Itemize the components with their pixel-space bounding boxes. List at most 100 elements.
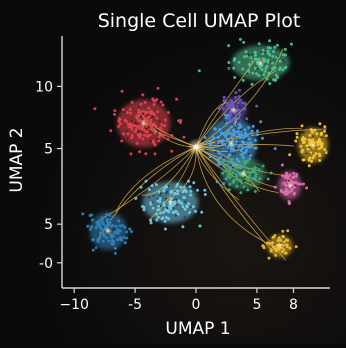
- data-point: [227, 61, 231, 64]
- data-point: [90, 213, 94, 217]
- data-point: [137, 105, 140, 108]
- data-point: [237, 60, 241, 64]
- data-point: [273, 185, 277, 189]
- data-point: [137, 111, 141, 115]
- data-point: [238, 136, 242, 140]
- data-point: [262, 152, 265, 155]
- data-point: [198, 224, 202, 228]
- data-point: [231, 123, 234, 126]
- data-point: [227, 172, 231, 176]
- data-point: [308, 156, 312, 160]
- data-point: [244, 131, 247, 135]
- data-point: [244, 150, 247, 154]
- data-point: [247, 126, 251, 130]
- data-point: [203, 193, 207, 196]
- data-point: [266, 177, 270, 181]
- data-point: [107, 214, 111, 217]
- data-point: [261, 52, 265, 56]
- data-point: [118, 224, 122, 228]
- data-point: [302, 140, 306, 144]
- data-point: [182, 135, 186, 139]
- data-point: [217, 152, 221, 155]
- data-point: [219, 131, 223, 135]
- data-point: [176, 182, 180, 186]
- data-point: [200, 210, 204, 214]
- data-point: [277, 236, 281, 240]
- data-point: [107, 239, 111, 243]
- data-point: [159, 100, 163, 104]
- data-point: [300, 124, 304, 128]
- data-point: [225, 163, 229, 167]
- data-point: [213, 127, 217, 131]
- data-point: [282, 191, 286, 194]
- data-point: [245, 54, 249, 58]
- data-point: [158, 126, 162, 130]
- data-point: [114, 224, 118, 228]
- trajectory-link: [195, 146, 290, 177]
- data-point: [179, 119, 183, 122]
- data-point: [230, 174, 234, 178]
- data-point: [237, 142, 240, 145]
- data-point: [318, 140, 322, 144]
- data-point: [152, 103, 156, 106]
- data-point: [146, 135, 150, 139]
- data-point: [281, 68, 285, 72]
- data-point: [301, 136, 305, 140]
- data-point: [170, 133, 174, 137]
- data-point: [253, 66, 257, 70]
- data-point: [125, 236, 129, 240]
- data-point: [252, 81, 255, 84]
- data-point: [236, 101, 240, 105]
- data-point: [141, 205, 145, 208]
- data-point: [166, 207, 169, 209]
- data-point: [244, 187, 247, 190]
- data-point: [189, 193, 193, 197]
- data-point: [262, 73, 266, 77]
- x-tick-label: 8: [289, 297, 298, 313]
- data-point: [222, 95, 226, 99]
- hub-center: [193, 144, 199, 150]
- data-point: [224, 116, 228, 120]
- data-point: [146, 114, 148, 117]
- data-point: [149, 109, 153, 113]
- cluster-centroid: [239, 169, 248, 178]
- data-point: [234, 126, 237, 129]
- data-point: [231, 180, 235, 184]
- trajectory-link: [195, 48, 284, 148]
- data-point: [227, 44, 231, 48]
- data-point: [157, 208, 161, 212]
- data-point: [162, 203, 166, 207]
- data-point: [161, 211, 165, 214]
- data-point: [266, 51, 270, 55]
- data-point: [161, 133, 165, 137]
- data-point: [116, 231, 120, 235]
- data-point: [264, 66, 268, 70]
- data-point: [156, 215, 160, 219]
- data-point: [236, 130, 240, 134]
- data-point: [202, 190, 204, 193]
- data-point: [140, 115, 142, 117]
- data-point: [100, 217, 104, 221]
- data-point: [283, 181, 287, 185]
- y-tick-label: -0: [39, 256, 53, 272]
- data-point: [157, 135, 161, 139]
- data-point: [96, 238, 100, 242]
- data-point: [117, 117, 121, 121]
- data-point: [286, 229, 290, 233]
- data-point: [231, 118, 235, 122]
- data-point: [231, 166, 234, 169]
- data-point: [324, 134, 328, 138]
- data-point: [247, 68, 251, 72]
- data-point: [138, 126, 142, 130]
- data-point: [286, 238, 290, 242]
- data-point: [151, 206, 155, 210]
- data-point: [234, 91, 238, 95]
- data-point: [235, 157, 239, 161]
- data-point: [294, 245, 298, 249]
- data-point: [298, 135, 300, 138]
- data-point: [196, 188, 199, 192]
- data-point: [203, 188, 207, 192]
- data-point: [128, 227, 132, 231]
- data-point: [148, 196, 151, 199]
- trajectory-link: [115, 146, 197, 213]
